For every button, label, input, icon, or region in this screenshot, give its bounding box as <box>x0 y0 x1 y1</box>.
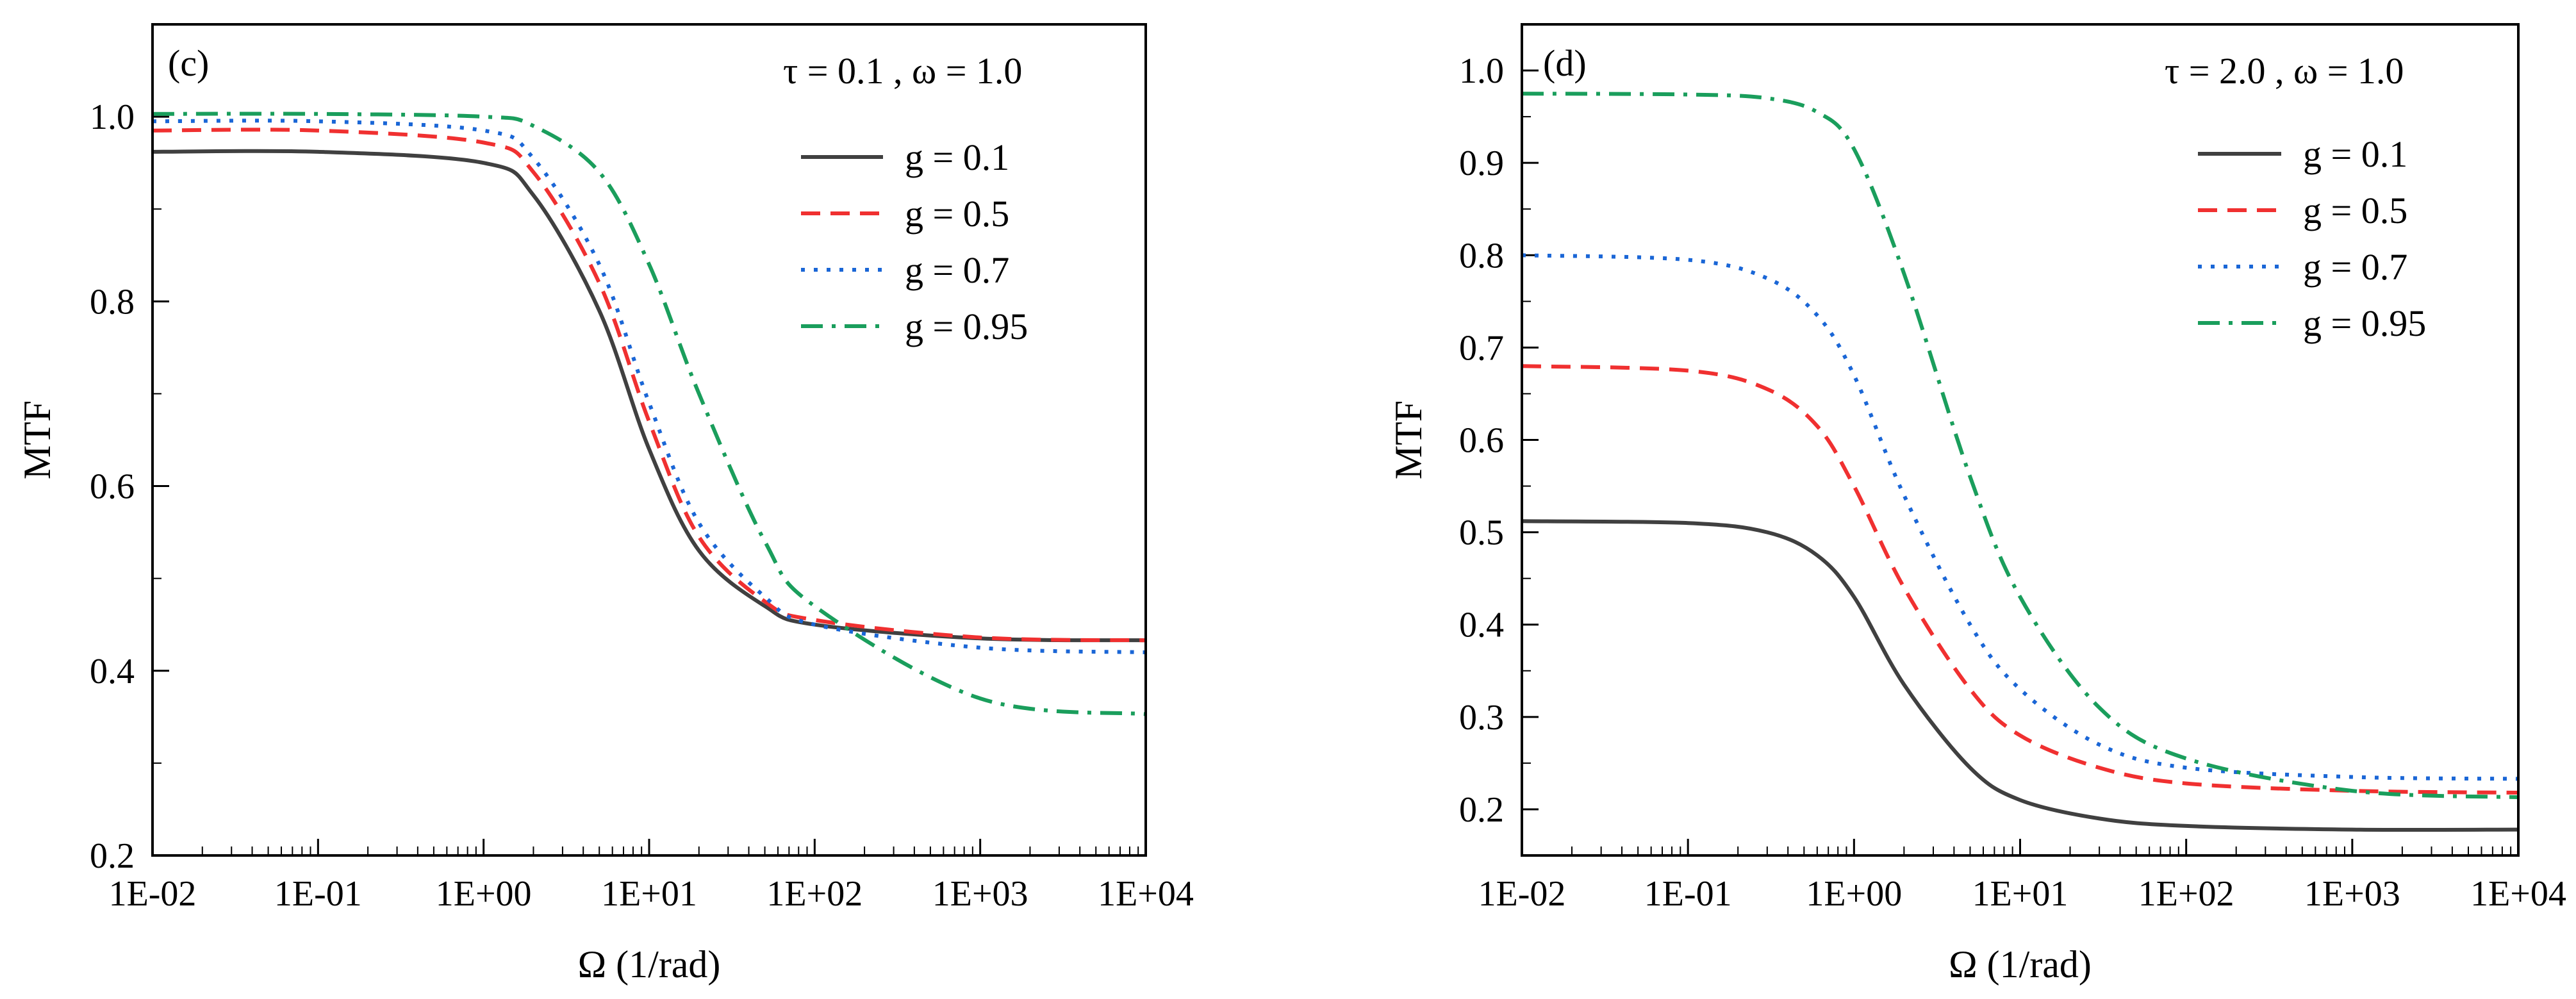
chart-panel-c: 1E-02 1E-01 1E+00 1E+01 1E+02 1E+03 1E+04 0.2 0.… <box>16 23 1194 986</box>
y-tick-label: 0.4 <box>90 652 135 691</box>
series-group <box>1522 92 2518 832</box>
x-tick-label: 1E+02 <box>2138 874 2234 914</box>
x-tick-label: 1E+02 <box>766 874 863 914</box>
x-tick-label: 1E+00 <box>1806 874 1902 914</box>
y-tick-label: 0.6 <box>1459 421 1504 461</box>
y-tick-label: 0.2 <box>1459 790 1504 830</box>
y-axis-title: MTF <box>1387 400 1430 479</box>
y-tick-label: 0.5 <box>1459 513 1504 553</box>
y-tick-label: 0.8 <box>1459 236 1504 276</box>
y-tick-label: 0.9 <box>1459 144 1504 183</box>
parameter-annotation: τ = 2.0 , ω = 1.0 <box>2165 50 2404 92</box>
x-tick-label: 1E+04 <box>1098 874 1194 914</box>
legend-label-0: g = 0.1 <box>2303 133 2407 175</box>
y-tick-label: 0.4 <box>1459 606 1504 645</box>
chart-panel-d: 1E-02 1E-01 1E+00 1E+01 1E+02 1E+03 1E+04 0.2 0.… <box>1387 23 2566 986</box>
x-tick-label: 1E+04 <box>2470 874 2566 914</box>
x-tick-label: 1E-01 <box>274 874 362 914</box>
y-tick-label: 0.8 <box>90 282 135 322</box>
legend-label-0: g = 0.1 <box>905 136 1009 178</box>
series-line-0 <box>1522 519 2518 832</box>
series-line-2 <box>1522 253 2518 781</box>
parameter-annotation: τ = 0.1 , ω = 1.0 <box>783 50 1022 92</box>
series-line-3 <box>153 111 1146 716</box>
legend-label-2: g = 0.7 <box>2303 246 2407 288</box>
legend-label-3: g = 0.95 <box>905 306 1028 347</box>
plot-frame <box>151 23 1147 857</box>
x-tick-label: 1E-02 <box>1478 874 1566 914</box>
plot-frame <box>1521 23 2520 857</box>
legend-label-1: g = 0.5 <box>2303 190 2407 231</box>
x-tick-label: 1E+01 <box>601 874 697 914</box>
x-axis-title: Ω (1/rad) <box>1949 943 2092 986</box>
x-tick-label: 1E-01 <box>1644 874 1732 914</box>
series-line-0 <box>153 149 1146 643</box>
y-tick-label: 1.0 <box>1459 51 1504 91</box>
y-tick-label: 0.2 <box>90 836 135 876</box>
legend-label-2: g = 0.7 <box>905 249 1009 291</box>
panel-label: (d) <box>1543 42 1587 84</box>
y-axis-title: MTF <box>16 400 58 479</box>
y-tick-label: 0.7 <box>1459 328 1504 368</box>
series-line-1 <box>1522 364 2518 795</box>
panel-label: (c) <box>168 42 209 84</box>
series-line-3 <box>1522 92 2518 800</box>
series-group <box>153 111 1146 716</box>
x-tick-label: 1E+03 <box>932 874 1028 914</box>
y-tick-label: 0.6 <box>90 467 135 507</box>
x-tick-label: 1E+01 <box>1972 874 2068 914</box>
x-tick-label: 1E+00 <box>436 874 532 914</box>
x-tick-label: 1E-02 <box>109 874 197 914</box>
y-tick-label: 0.3 <box>1459 698 1504 738</box>
y-tick-label: 1.0 <box>90 97 135 137</box>
legend-label-1: g = 0.5 <box>905 193 1009 235</box>
legend-label-3: g = 0.95 <box>2303 302 2426 344</box>
x-tick-label: 1E+03 <box>2304 874 2400 914</box>
x-axis-title: Ω (1/rad) <box>578 943 721 986</box>
series-line-1 <box>153 128 1146 643</box>
